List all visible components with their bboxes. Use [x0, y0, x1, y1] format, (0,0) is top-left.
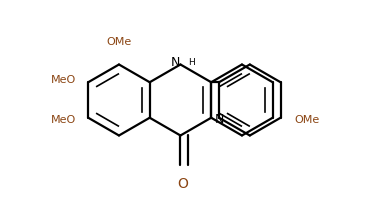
Text: H: H [188, 58, 195, 67]
Text: MeO: MeO [51, 115, 76, 125]
Text: N: N [215, 113, 225, 126]
Text: OMe: OMe [294, 115, 320, 125]
Text: N: N [171, 56, 180, 69]
Text: MeO: MeO [51, 75, 76, 85]
Text: O: O [177, 177, 188, 191]
Text: OMe: OMe [106, 37, 132, 47]
